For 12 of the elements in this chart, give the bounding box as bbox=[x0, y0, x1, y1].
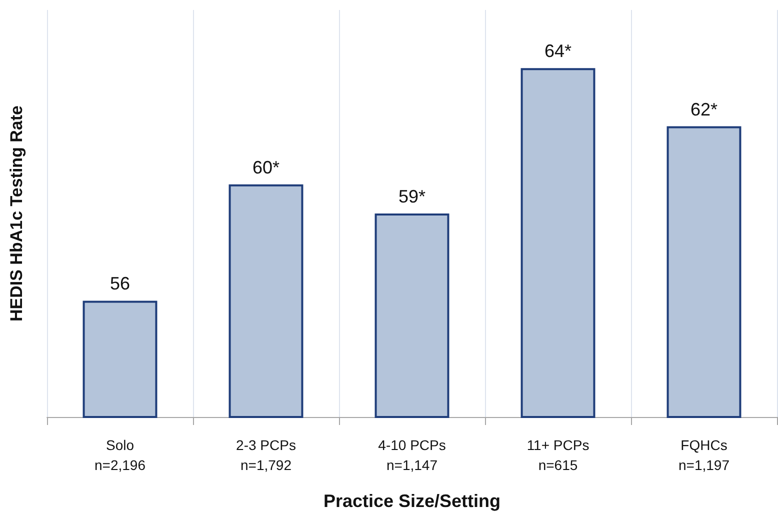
y-axis-title: HEDIS HbA1c Testing Rate bbox=[7, 105, 26, 322]
data-label: 60* bbox=[252, 157, 280, 178]
x-tick-label: 2-3 PCPs n=1,792 bbox=[236, 437, 296, 473]
data-label: 59* bbox=[398, 186, 426, 206]
x-tick-label: 11+ PCPs n=615 bbox=[526, 437, 590, 473]
x-tick-label: FQHCs n=1,197 bbox=[678, 437, 730, 473]
data-label: 64* bbox=[544, 41, 572, 62]
x-tick-label: 4-10 PCPs n=1,147 bbox=[378, 437, 446, 473]
data-label: 62* bbox=[690, 99, 718, 120]
data-label: 56 bbox=[110, 274, 130, 294]
x-axis-title: Practice Size/Setting bbox=[323, 491, 501, 511]
x-tick-label: Solo n=2,196 bbox=[94, 437, 146, 473]
